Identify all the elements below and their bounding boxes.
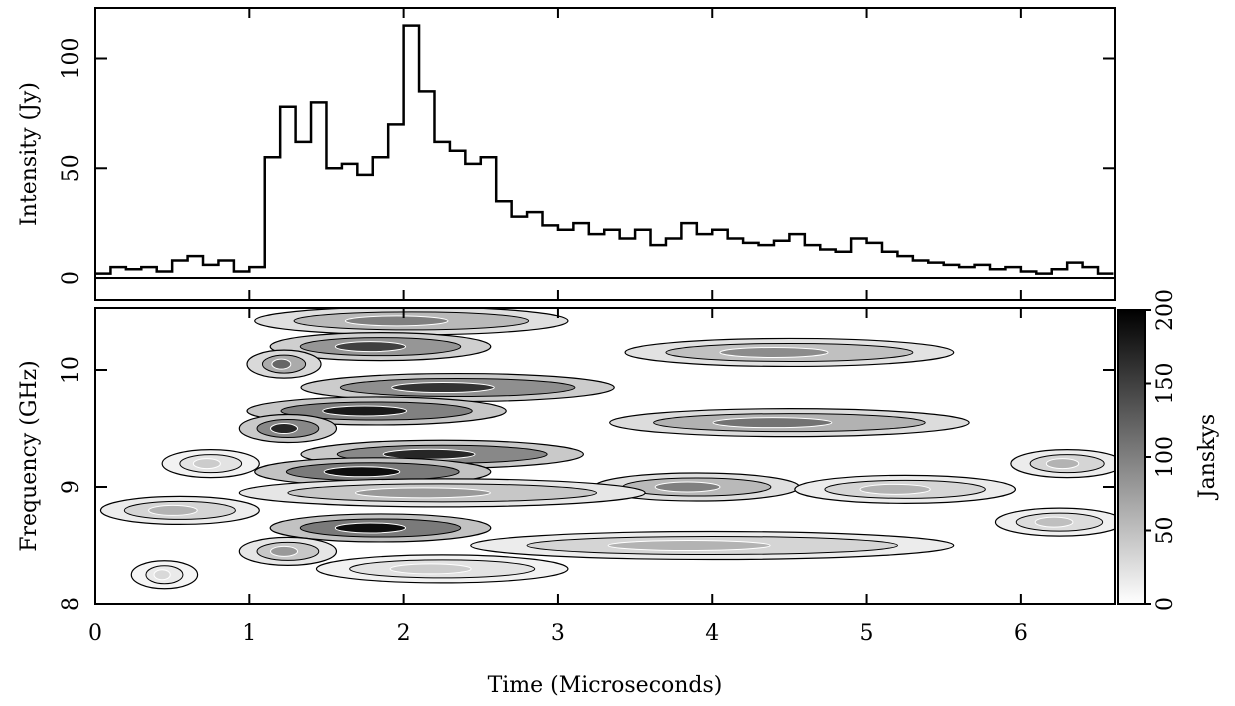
x-tick-label: 2 xyxy=(397,621,411,646)
intensity-step xyxy=(95,24,1114,275)
x-tick-label: 1 xyxy=(242,621,256,646)
x-tick-label: 3 xyxy=(551,621,565,646)
band-core xyxy=(148,504,198,516)
colorbar xyxy=(1117,309,1146,605)
y-axis-label: Frequency (GHz) xyxy=(17,360,42,552)
colorbar-tick-label: 200 xyxy=(1153,289,1178,331)
colorbar-tick-label: 100 xyxy=(1153,436,1178,478)
band-core xyxy=(1045,458,1080,470)
band-core xyxy=(389,563,472,575)
band-core xyxy=(334,522,407,534)
y-tick-label: 100 xyxy=(59,37,84,79)
x-tick-label: 4 xyxy=(705,621,719,646)
band-core xyxy=(859,483,931,495)
y-tick-label: 0 xyxy=(59,271,84,285)
band-core xyxy=(654,481,721,493)
band-core xyxy=(719,346,829,358)
band-core xyxy=(153,569,171,581)
band-core xyxy=(270,545,299,557)
intensity xyxy=(95,24,1115,280)
band-core xyxy=(270,423,299,435)
panel-frame xyxy=(94,307,1116,605)
colorbar-tick-label: 150 xyxy=(1153,363,1178,405)
band-core xyxy=(391,382,495,394)
band-core xyxy=(323,466,401,478)
colorbar-label: Janskys xyxy=(1195,414,1220,500)
band-core xyxy=(271,358,292,370)
band-core xyxy=(1034,516,1074,528)
band-core xyxy=(712,417,833,429)
band-core xyxy=(344,315,449,327)
band-core xyxy=(354,487,491,499)
band-core xyxy=(334,341,407,353)
y-axis-label: Intensity (Jy) xyxy=(17,82,42,226)
y-tick-label: 10 xyxy=(59,356,84,384)
y-tick-label: 9 xyxy=(59,480,84,494)
colorbar-tick-label: 50 xyxy=(1153,517,1178,545)
colorbar-tick-label: 0 xyxy=(1153,597,1178,611)
spectrum xyxy=(99,308,1115,590)
x-tick-label: 0 xyxy=(88,621,102,646)
band-core xyxy=(322,405,408,417)
y-tick-label: 50 xyxy=(59,154,84,182)
y-tick-label: 8 xyxy=(59,597,84,611)
band-core xyxy=(192,458,221,470)
x-tick-label: 5 xyxy=(860,621,874,646)
panel-frame xyxy=(94,7,1116,301)
x-tick-label: 6 xyxy=(1014,621,1028,646)
band-core xyxy=(607,540,771,552)
x-axis-label: Time (Microseconds) xyxy=(488,673,723,698)
